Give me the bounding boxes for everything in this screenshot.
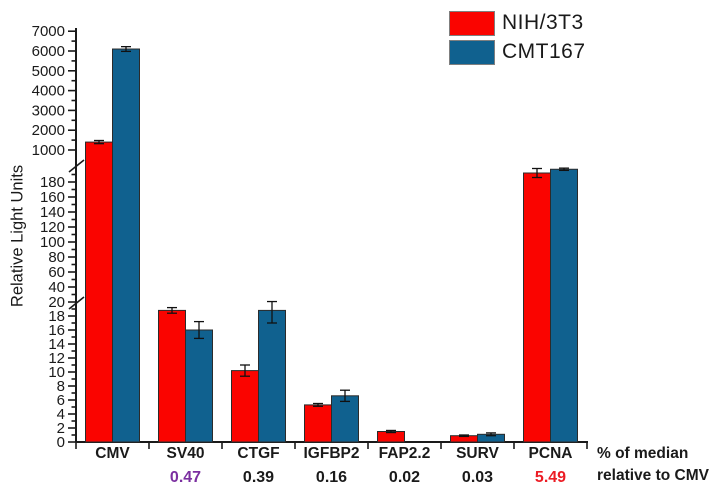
y-tick-label: 10 (48, 364, 65, 381)
y-tick-label: 140 (40, 204, 65, 221)
y-tick-label: 5000 (32, 63, 65, 80)
ratio-value-fap2.2: 0.02 (389, 469, 420, 486)
y-tick-label: 2000 (32, 122, 65, 139)
y-tick-label: 7000 (32, 23, 65, 40)
legend-label: CMT167 (502, 40, 586, 63)
y-tick-label: 6000 (32, 43, 65, 60)
bar-sv40-cmt167 (185, 329, 213, 443)
y-tick-label: 2 (57, 420, 65, 437)
y-tick-label: 14 (48, 336, 65, 353)
y-tick-label: 3000 (32, 102, 65, 119)
bar-sv40-nih3t3 (158, 309, 186, 443)
y-tick-label: 80 (48, 249, 65, 266)
legend-swatch-red (449, 10, 495, 36)
y-tick-label: 6 (57, 392, 65, 409)
y-tick-label: 8 (57, 378, 65, 395)
bar-ctgf-nih3t3 (231, 370, 259, 443)
y-tick-label: 1000 (32, 142, 65, 159)
legend-label: NIH/3T3 (502, 11, 584, 34)
category-label-igfbp2: IGFBP2 (304, 445, 360, 462)
bar-cmv-cmt167 (112, 48, 140, 443)
legend-item-nih3t3: NIH/3T3 (449, 10, 586, 36)
bar-pcna-cmt167 (550, 168, 578, 443)
y-tick-label: 0 (57, 434, 65, 451)
y-tick-label: 18 (48, 308, 65, 325)
ratio-value-sv40: 0.47 (170, 469, 201, 486)
ratio-row-caption-line2: relative to CMV (597, 467, 709, 484)
ratio-value-ctgf: 0.39 (243, 469, 274, 486)
axis-break-mark-upper (68, 159, 85, 173)
category-label-pcna: PCNA (529, 445, 573, 462)
ratio-value-igfbp2: 0.16 (316, 469, 347, 486)
ratio-value-pcna: 5.49 (535, 469, 566, 486)
ratio-row-caption-line1: % of median (597, 445, 689, 462)
y-tick-label: 4000 (32, 83, 65, 100)
bar-pcna-nih3t3 (523, 172, 551, 443)
category-label-ctgf: CTGF (237, 445, 279, 462)
y-tick-label: 100 (40, 234, 65, 251)
y-tick-label: 60 (48, 264, 65, 281)
y-tick-label: 180 (40, 174, 65, 191)
ratio-value-surv: 0.03 (462, 469, 493, 486)
ratio-row-caption: % of median relative to CMV (597, 443, 709, 487)
y-tick-label: 120 (40, 219, 65, 236)
y-tick-label: 16 (48, 322, 65, 339)
y-tick-label: 160 (40, 189, 65, 206)
y-tick-label: 40 (48, 279, 65, 296)
y-tick-label: 4 (57, 406, 65, 423)
legend: NIH/3T3 CMT167 (449, 10, 586, 65)
y-tick-label: 20 (48, 294, 65, 311)
category-label-sv40: SV40 (167, 445, 205, 462)
axis-break-mark-lower (68, 296, 85, 310)
legend-item-cmt167: CMT167 (449, 39, 586, 65)
category-label-surv: SURV (456, 445, 499, 462)
category-label-cmv: CMV (95, 445, 130, 462)
legend-swatch-blue (449, 39, 495, 65)
bar-cmv-nih3t3 (85, 141, 113, 443)
y-tick-label: 12 (48, 350, 65, 367)
bar-ctgf-cmt167 (258, 309, 286, 443)
y-axis-title: Relative Light Units (8, 164, 27, 308)
category-label-fap2.2: FAP2.2 (379, 445, 431, 462)
bar-igfbp2-cmt167 (331, 395, 359, 443)
bar-igfbp2-nih3t3 (304, 404, 332, 443)
